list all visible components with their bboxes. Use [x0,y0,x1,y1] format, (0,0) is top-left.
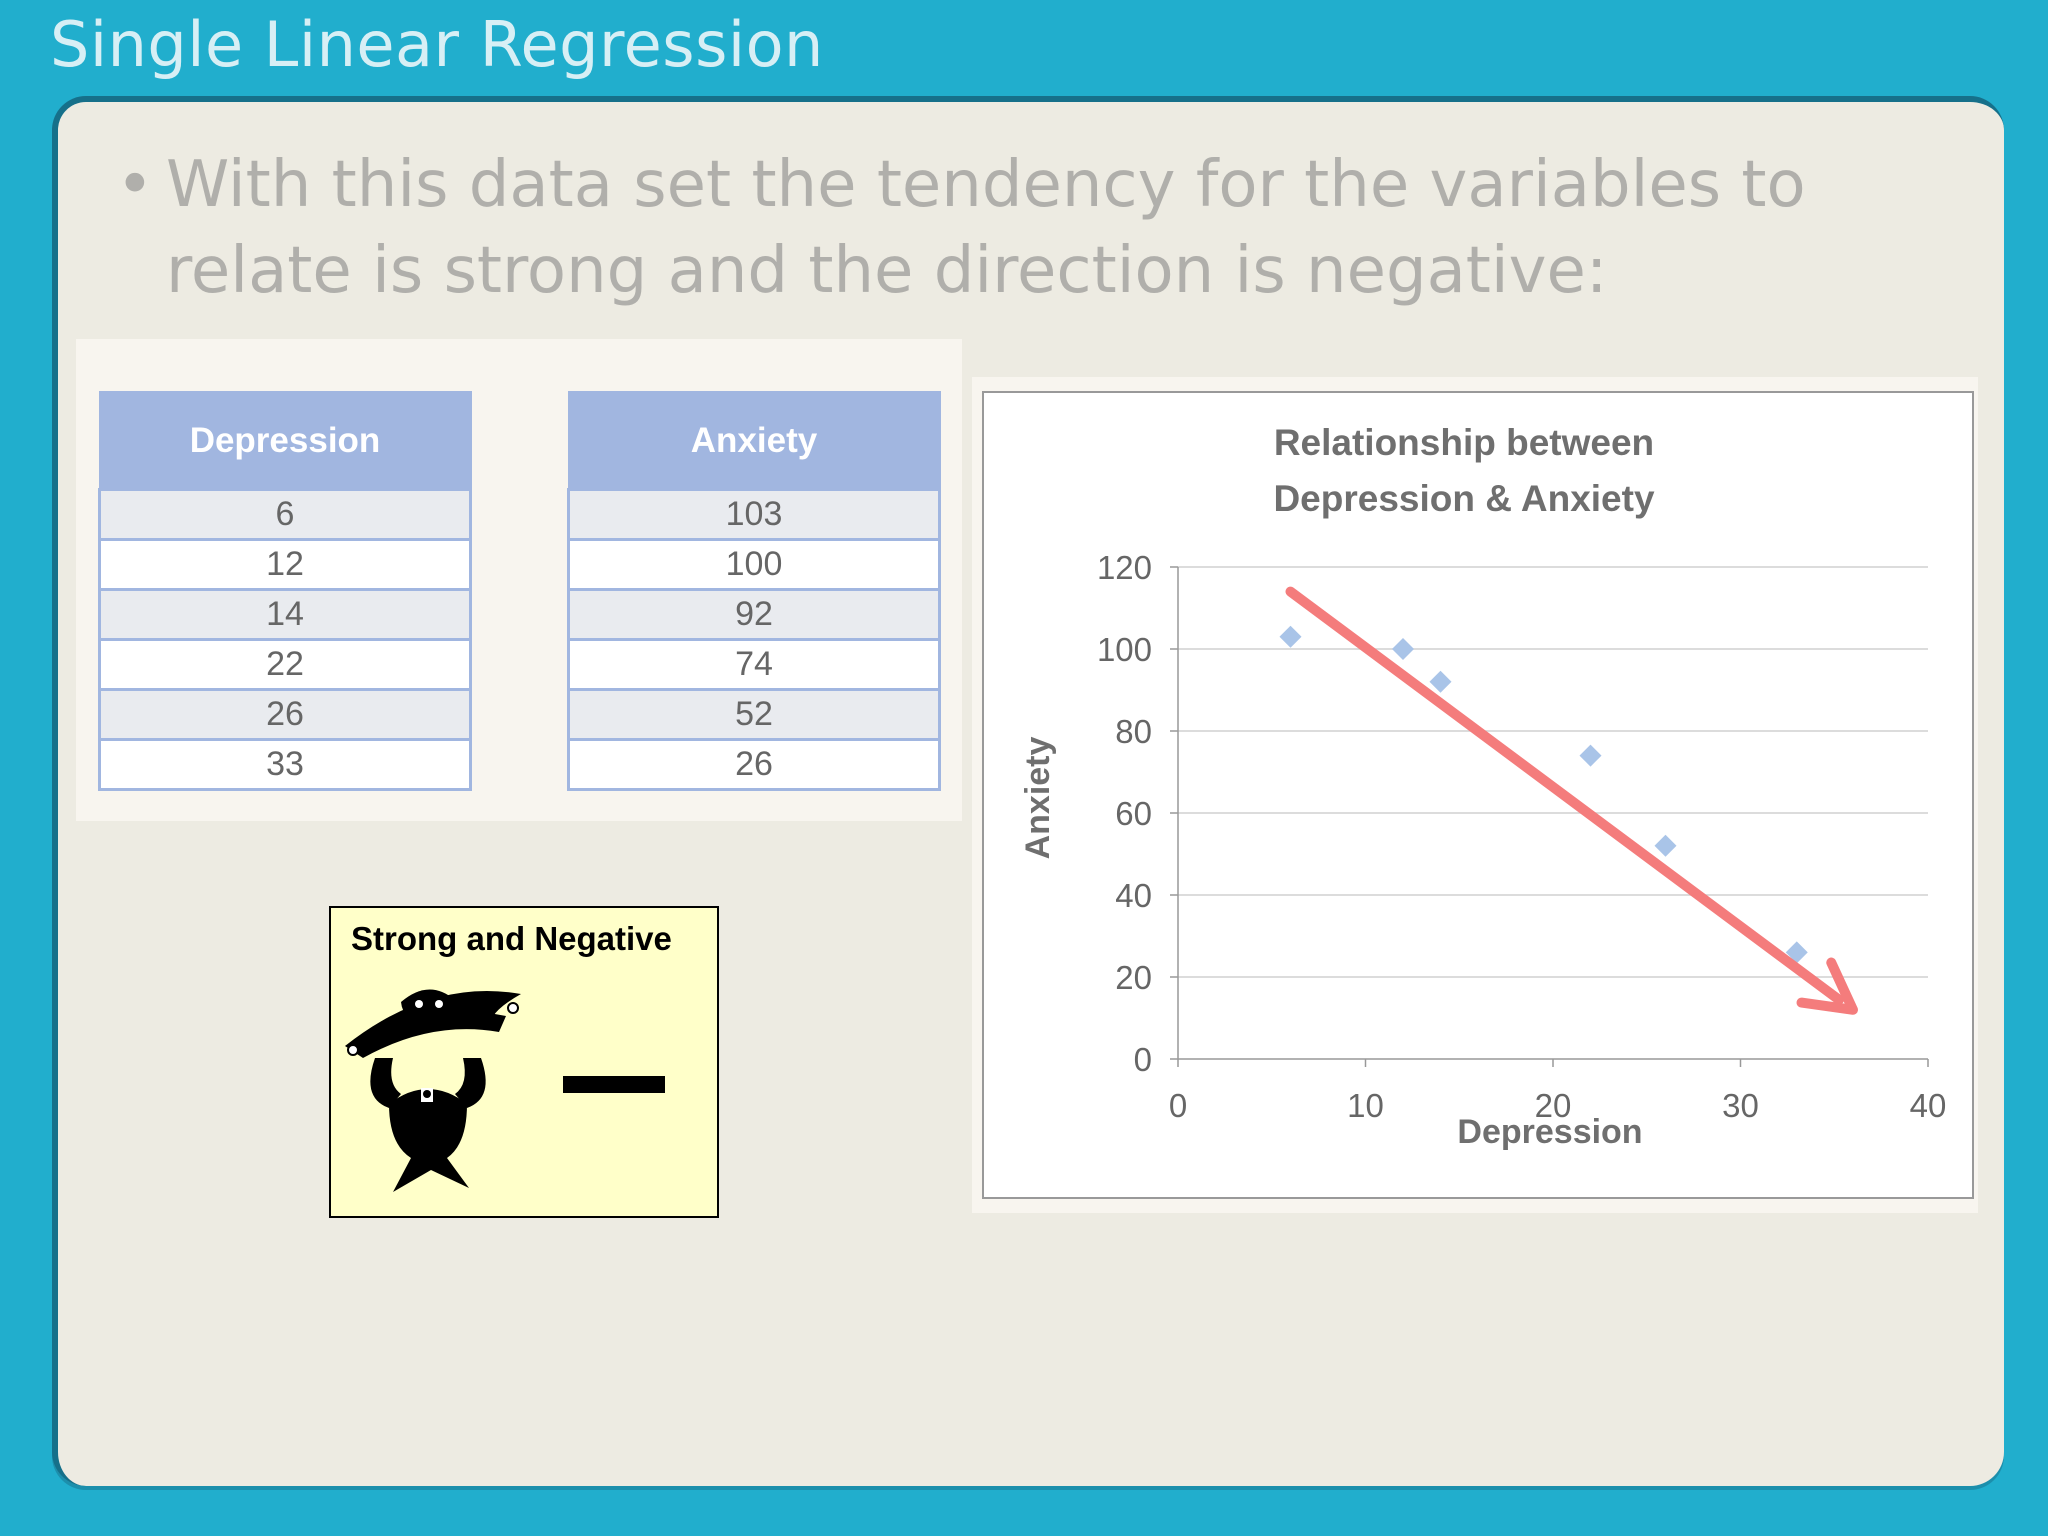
data-point [1429,670,1452,693]
y-tick-label: 120 [1097,549,1152,586]
x-tick-label: 20 [1535,1087,1572,1124]
data-point [1279,625,1302,648]
x-tick-label: 10 [1347,1087,1384,1124]
content-panel: • With this data set the tendency for th… [52,96,2004,1486]
y-tick-label: 40 [1115,877,1152,914]
minus-sign-icon [563,1076,665,1093]
anxiety-table: Anxiety 103 100 92 74 52 26 [567,391,941,791]
depression-cell: 22 [98,638,472,691]
slide-title: Single Linear Regression [50,8,824,81]
depression-cell: 33 [98,738,472,791]
y-axis-label: Anxiety [1019,737,1057,860]
y-tick-label: 80 [1115,713,1152,750]
data-point [1785,941,1808,964]
bullet-dot: • [116,148,154,222]
bullet-text: With this data set the tendency for the … [166,148,1806,308]
depression-cell: 26 [98,688,472,741]
depression-header: Depression [98,391,472,491]
data-point [1654,834,1677,857]
chart-title: Relationship between Depression & Anxiet… [1273,422,1655,519]
tables-area: Depression 6 12 14 22 26 33 Anxiety 103 … [76,339,962,821]
anxiety-header: Anxiety [567,391,941,491]
scatter-chart: 0 20 40 60 80 100 120 0 10 20 30 40 Depression Anxi… [982,391,1974,1199]
y-tick-label: 100 [1097,631,1152,668]
y-tick-label: 0 [1134,1041,1152,1078]
anxiety-cell: 52 [567,688,941,741]
anxiety-cell: 92 [567,588,941,641]
depression-cell: 12 [98,538,472,591]
x-tick-label: 0 [1169,1087,1187,1124]
chart-area: 0 20 40 60 80 100 120 0 10 20 30 40 Depression Anxi… [972,377,1978,1213]
anxiety-cell: 100 [567,538,941,591]
bullet-point: • With this data set the tendency for th… [116,142,1946,314]
trend-arrow-line [1285,586,1844,1005]
chart-plot: 0 20 40 60 80 100 120 0 10 20 30 40 Depression Anxi… [1019,549,1947,1151]
trend-arrow-head [1796,957,1858,1015]
callout-title: Strong and Negative [351,920,672,957]
depression-cell: 6 [98,488,472,541]
x-tick-label: 30 [1722,1087,1759,1124]
x-tick-label: 40 [1910,1087,1947,1124]
y-tick-label: 60 [1115,795,1152,832]
anxiety-cell: 26 [567,738,941,791]
strongman-icon [345,989,521,1192]
data-point [1579,744,1602,767]
depression-cell: 14 [98,588,472,641]
data-point [1392,638,1414,660]
strength-callout: Strong and Negative [329,906,719,1218]
x-axis-label: Depression [1457,1113,1642,1151]
y-tick-label: 20 [1115,959,1152,996]
depression-table: Depression 6 12 14 22 26 33 [98,391,472,791]
anxiety-cell: 74 [567,638,941,691]
anxiety-cell: 103 [567,488,941,541]
